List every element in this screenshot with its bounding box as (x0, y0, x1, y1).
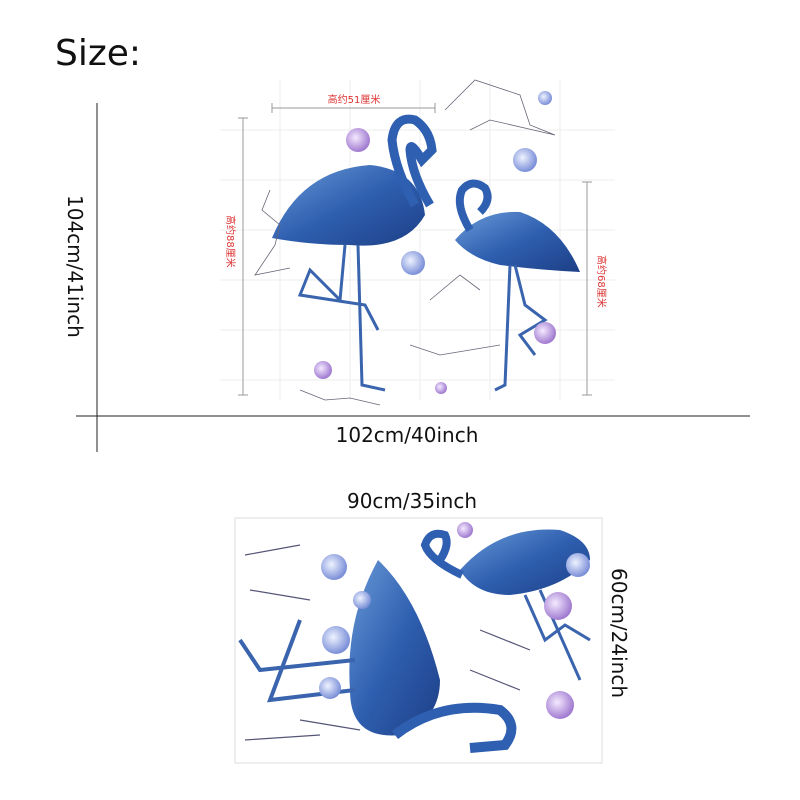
annotation: 高约51厘米 (328, 93, 381, 106)
sticker-sheet-illustration (234, 517, 603, 764)
annotation: 高约88厘米 (224, 215, 237, 268)
top-width-label: 102cm/40inch (336, 423, 479, 447)
dimension-lines (76, 103, 750, 452)
title: Size: (55, 33, 141, 74)
flamingo-illustration (254, 79, 580, 406)
annotation: 高约68厘米 (595, 255, 608, 308)
top-height-label: 104cm/41inch (63, 195, 87, 338)
bottom-width-label: 90cm/35inch (347, 489, 477, 513)
measure-lines (238, 103, 592, 396)
bottom-height-label: 60cm/24inch (607, 568, 631, 698)
